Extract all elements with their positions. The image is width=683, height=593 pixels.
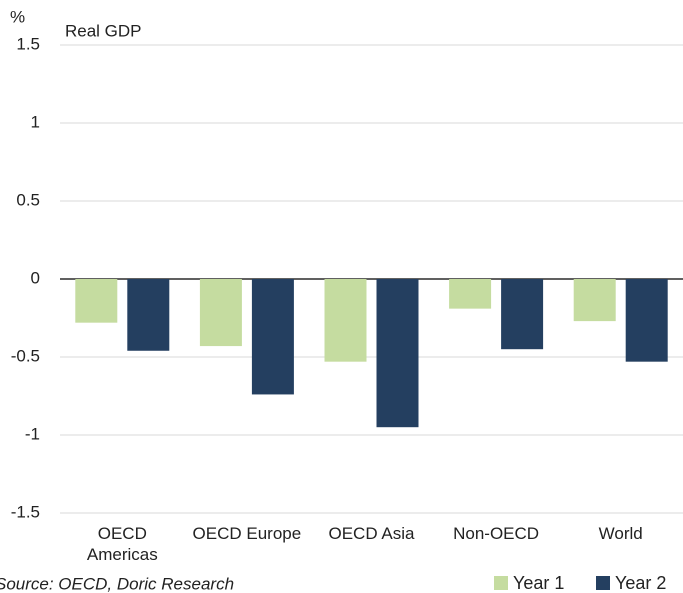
chart-title: Real GDP bbox=[65, 21, 142, 40]
x-tick-label: OECD Europe bbox=[192, 524, 302, 543]
y-tick-label: 1 bbox=[31, 112, 40, 131]
bar bbox=[75, 279, 118, 323]
legend-label: Year 1 bbox=[513, 573, 564, 593]
bar bbox=[127, 279, 170, 351]
bar bbox=[324, 279, 367, 362]
x-tick-label: Non-OECD bbox=[453, 524, 540, 543]
y-tick-label: -0.5 bbox=[11, 346, 40, 365]
source-note: Source: OECD, Doric Research bbox=[0, 574, 234, 593]
x-tick-label: OECD Americas bbox=[86, 524, 158, 564]
y-tick-label: 1.5 bbox=[16, 34, 40, 53]
bar bbox=[251, 279, 294, 395]
x-tick-label: OECD Asia bbox=[328, 524, 415, 543]
legend-swatch bbox=[596, 576, 610, 590]
bar bbox=[625, 279, 668, 362]
y-tick-label: 0 bbox=[31, 268, 40, 287]
y-axis-unit: % bbox=[10, 7, 25, 26]
x-tick-label: World bbox=[598, 524, 643, 543]
bar bbox=[449, 279, 492, 309]
y-tick-label: -1.5 bbox=[11, 502, 40, 521]
bar bbox=[376, 279, 419, 428]
bar bbox=[199, 279, 242, 347]
legend-label: Year 2 bbox=[615, 573, 666, 593]
bar bbox=[573, 279, 616, 322]
legend-swatch bbox=[494, 576, 508, 590]
y-tick-label: -1 bbox=[25, 424, 40, 443]
y-tick-label: 0.5 bbox=[16, 190, 40, 209]
bar bbox=[501, 279, 544, 350]
